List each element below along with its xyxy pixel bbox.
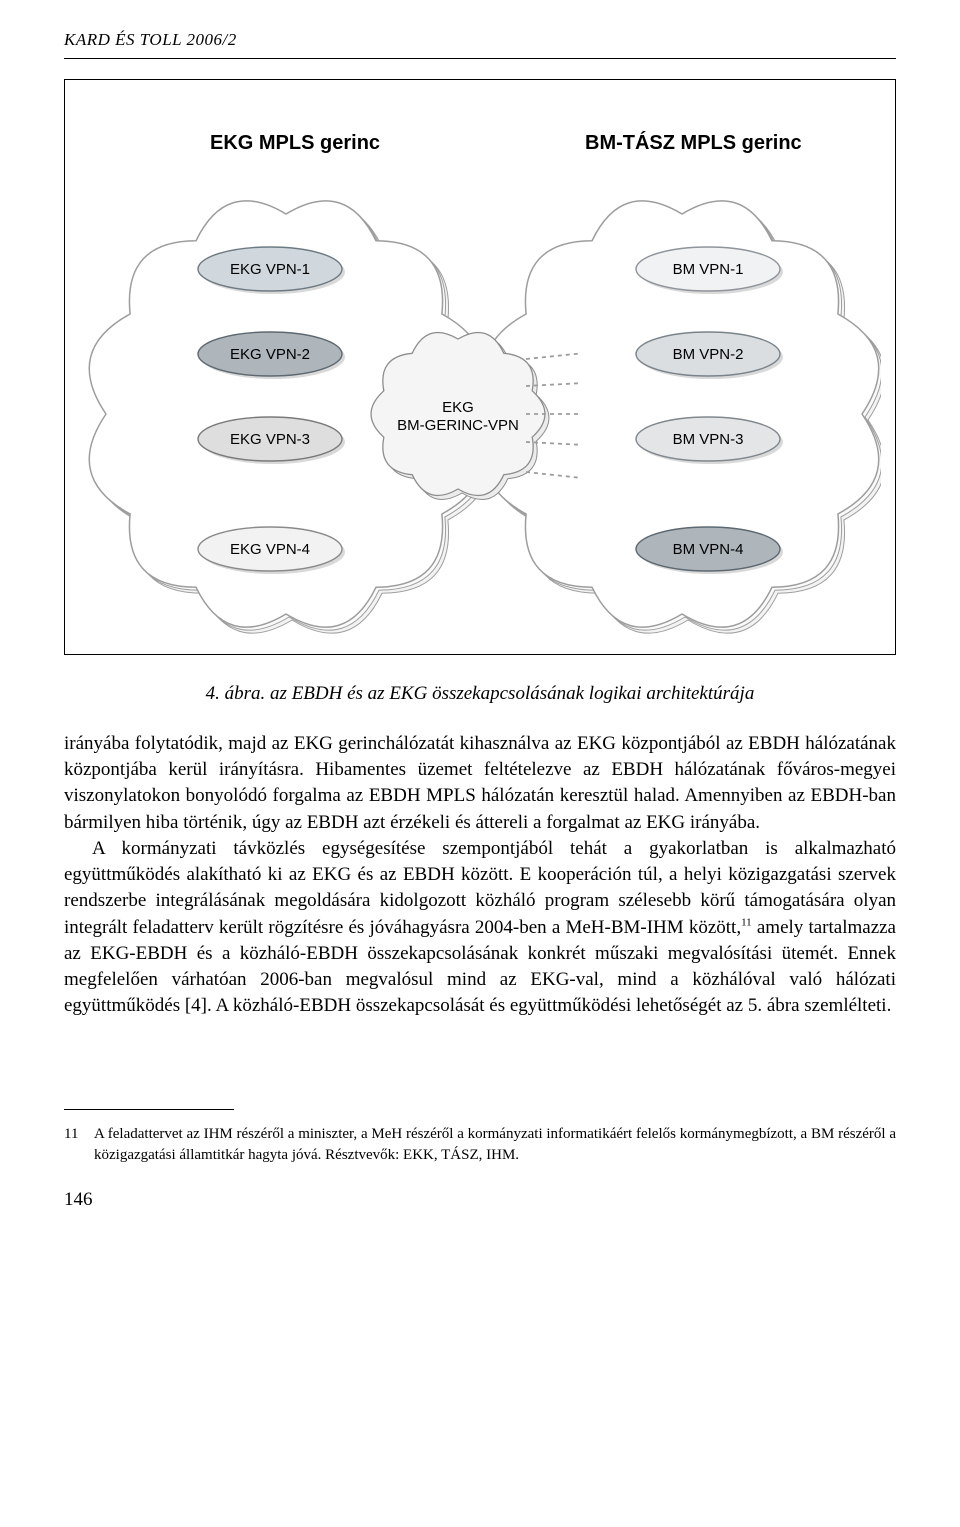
running-header: KARD ÉS TOLL 2006/2 [64,30,896,50]
svg-text:EKG MPLS gerinc: EKG MPLS gerinc [210,132,380,154]
paragraph-2: A kormányzati távközlés egységesítése sz… [64,836,896,1020]
diagram: EKG MPLS gerinc BM-TÁSZ MPLS gerinc EKG VP… [79,94,881,634]
paragraph-1: irányába folytatódik, majd az EKG gerinc… [64,731,896,836]
svg-text:BM-GERINC-VPN: BM-GERINC-VPN [397,417,519,434]
footnote-ref: 11 [741,916,752,928]
svg-text:EKG VPN-4: EKG VPN-4 [230,541,310,558]
svg-text:EKG VPN-3: EKG VPN-3 [230,431,310,448]
page-number: 146 [64,1189,896,1211]
svg-text:BM VPN-1: BM VPN-1 [673,261,744,278]
figure-frame: EKG MPLS gerinc BM-TÁSZ MPLS gerinc EKG VP… [64,79,896,655]
svg-text:EKG: EKG [442,399,474,416]
svg-text:BM-TÁSZ MPLS gerinc: BM-TÁSZ MPLS gerinc [585,131,802,154]
svg-text:BM VPN-4: BM VPN-4 [673,541,744,558]
svg-text:BM VPN-3: BM VPN-3 [673,431,744,448]
footnote-separator [64,1109,234,1110]
footnote-number: 11 [64,1124,94,1165]
figure-caption: 4. ábra. az EBDH és az EKG összekapcsolá… [64,683,896,705]
diagram-svg: EKG MPLS gerinc BM-TÁSZ MPLS gerinc EKG VP… [79,94,881,634]
svg-text:EKG VPN-2: EKG VPN-2 [230,346,310,363]
svg-text:EKG VPN-1: EKG VPN-1 [230,261,310,278]
footnote-text: A feladattervet az IHM részéről a minisz… [94,1124,896,1165]
body-text: irányába folytatódik, majd az EKG gerinc… [64,731,896,1019]
header-rule [64,58,896,59]
footnote: 11 A feladattervet az IHM részéről a min… [64,1124,896,1165]
svg-text:BM VPN-2: BM VPN-2 [673,346,744,363]
